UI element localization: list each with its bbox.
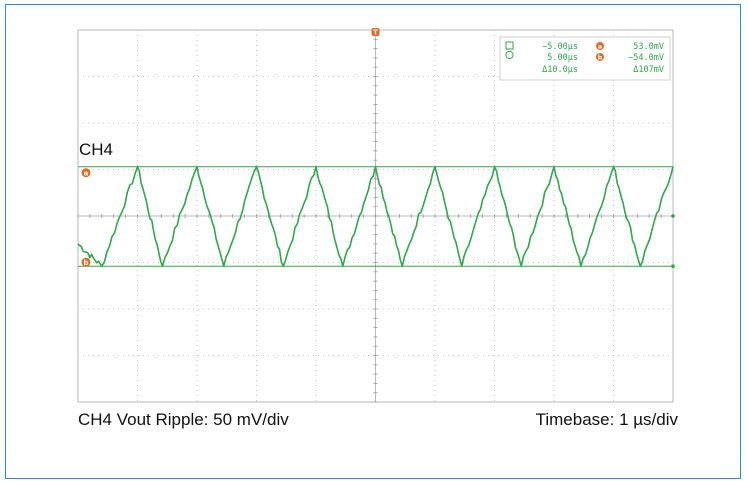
readout-t1: −5.00µs	[542, 42, 578, 52]
cursor-b-marker-dot	[81, 257, 91, 267]
readout-b-icon	[596, 53, 604, 61]
readout-va: 53.0mV	[633, 42, 664, 52]
cursor-a-marker-label: a	[84, 170, 89, 178]
trigger-marker-label: T	[373, 29, 378, 37]
caption-timebase: Timebase: 1 µs/div	[535, 410, 678, 429]
figure-frame	[5, 4, 741, 479]
cursor-square-icon	[505, 41, 514, 50]
readout-a-icon	[596, 42, 604, 50]
readout-box	[499, 36, 671, 81]
trace-group	[77, 165, 674, 267]
channel-label: CH4	[79, 140, 114, 159]
right-edge-marker	[671, 264, 675, 269]
readout-dt: Δ10.0µs	[542, 65, 578, 75]
right-edge-marker	[671, 214, 675, 218]
trigger-marker-box	[371, 28, 380, 36]
readout-vb: −54.0mV	[628, 53, 664, 63]
readout-a-icon-label: a	[598, 43, 602, 51]
readout-dv: Δ107mV	[633, 65, 664, 75]
cursor-circle-icon	[505, 50, 514, 60]
cursor-a-marker-dot	[81, 168, 91, 178]
caption-vertical-scale: CH4 Vout Ripple: 50 mV/div	[78, 410, 289, 429]
readout-t2: 5.00µs	[547, 53, 578, 63]
plot-grid	[77, 29, 674, 403]
markers: abT	[81, 28, 675, 269]
readout-b-icon-label: b	[598, 54, 603, 62]
cursor-b-marker-label: b	[83, 259, 88, 267]
ripple-trace	[77, 165, 674, 267]
